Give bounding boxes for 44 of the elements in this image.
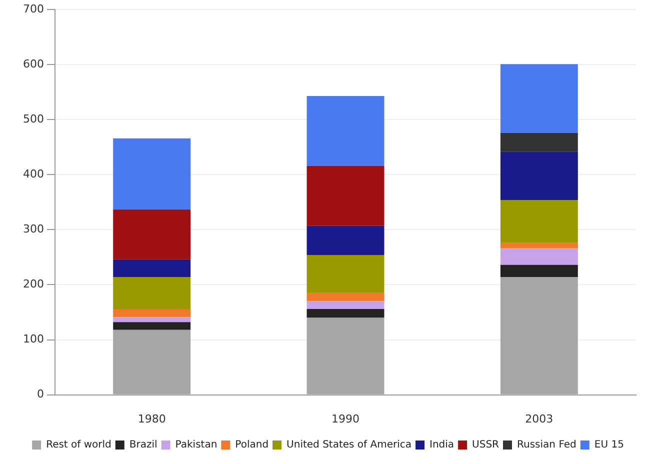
- y-tick-label: 300: [22, 222, 44, 236]
- bar: [113, 259, 191, 278]
- legend-label: Pakistan: [175, 440, 218, 451]
- legend-label: USSR: [472, 440, 500, 451]
- legend-label: Poland: [235, 440, 269, 451]
- y-tick-label: 700: [22, 2, 44, 16]
- bar: [306, 226, 384, 256]
- y-tick-label: 0: [36, 388, 44, 401]
- bar: [500, 152, 578, 200]
- bar: [113, 277, 191, 309]
- bar: [113, 317, 191, 322]
- legend-label: Russian Fed: [517, 440, 576, 451]
- bar: [113, 138, 191, 210]
- bar: [306, 301, 384, 309]
- bar: [306, 292, 384, 302]
- bar: [500, 277, 578, 394]
- legend-label: EU 15: [594, 440, 624, 451]
- bar: [500, 132, 578, 152]
- x-tick-label: 1980: [138, 412, 166, 426]
- bar: [113, 330, 191, 394]
- legend-label: Brazil: [129, 440, 158, 451]
- bar: [306, 96, 384, 166]
- bar: [306, 318, 384, 394]
- bar: [306, 308, 384, 318]
- bar: [500, 64, 578, 133]
- bar: [113, 322, 191, 330]
- legend-label: Rest of world: [46, 440, 112, 451]
- bar: [306, 255, 384, 292]
- x-tick-label: 1990: [332, 412, 360, 426]
- y-tick-label: 500: [22, 112, 44, 126]
- y-tick-label: 400: [22, 168, 44, 181]
- y-tick-label: 100: [22, 332, 44, 346]
- bar: [113, 209, 191, 260]
- legend-label: India: [430, 440, 454, 451]
- bar: [500, 264, 578, 278]
- y-tick-label: 200: [22, 278, 44, 291]
- y-tick-label: 600: [22, 57, 44, 70]
- bar: [306, 166, 384, 226]
- bar: [500, 200, 578, 243]
- legend-label: United States of America: [286, 440, 412, 451]
- x-tick-label: 2003: [525, 412, 554, 426]
- bar: [500, 248, 578, 265]
- bar: [500, 242, 578, 248]
- bar: [113, 308, 191, 318]
